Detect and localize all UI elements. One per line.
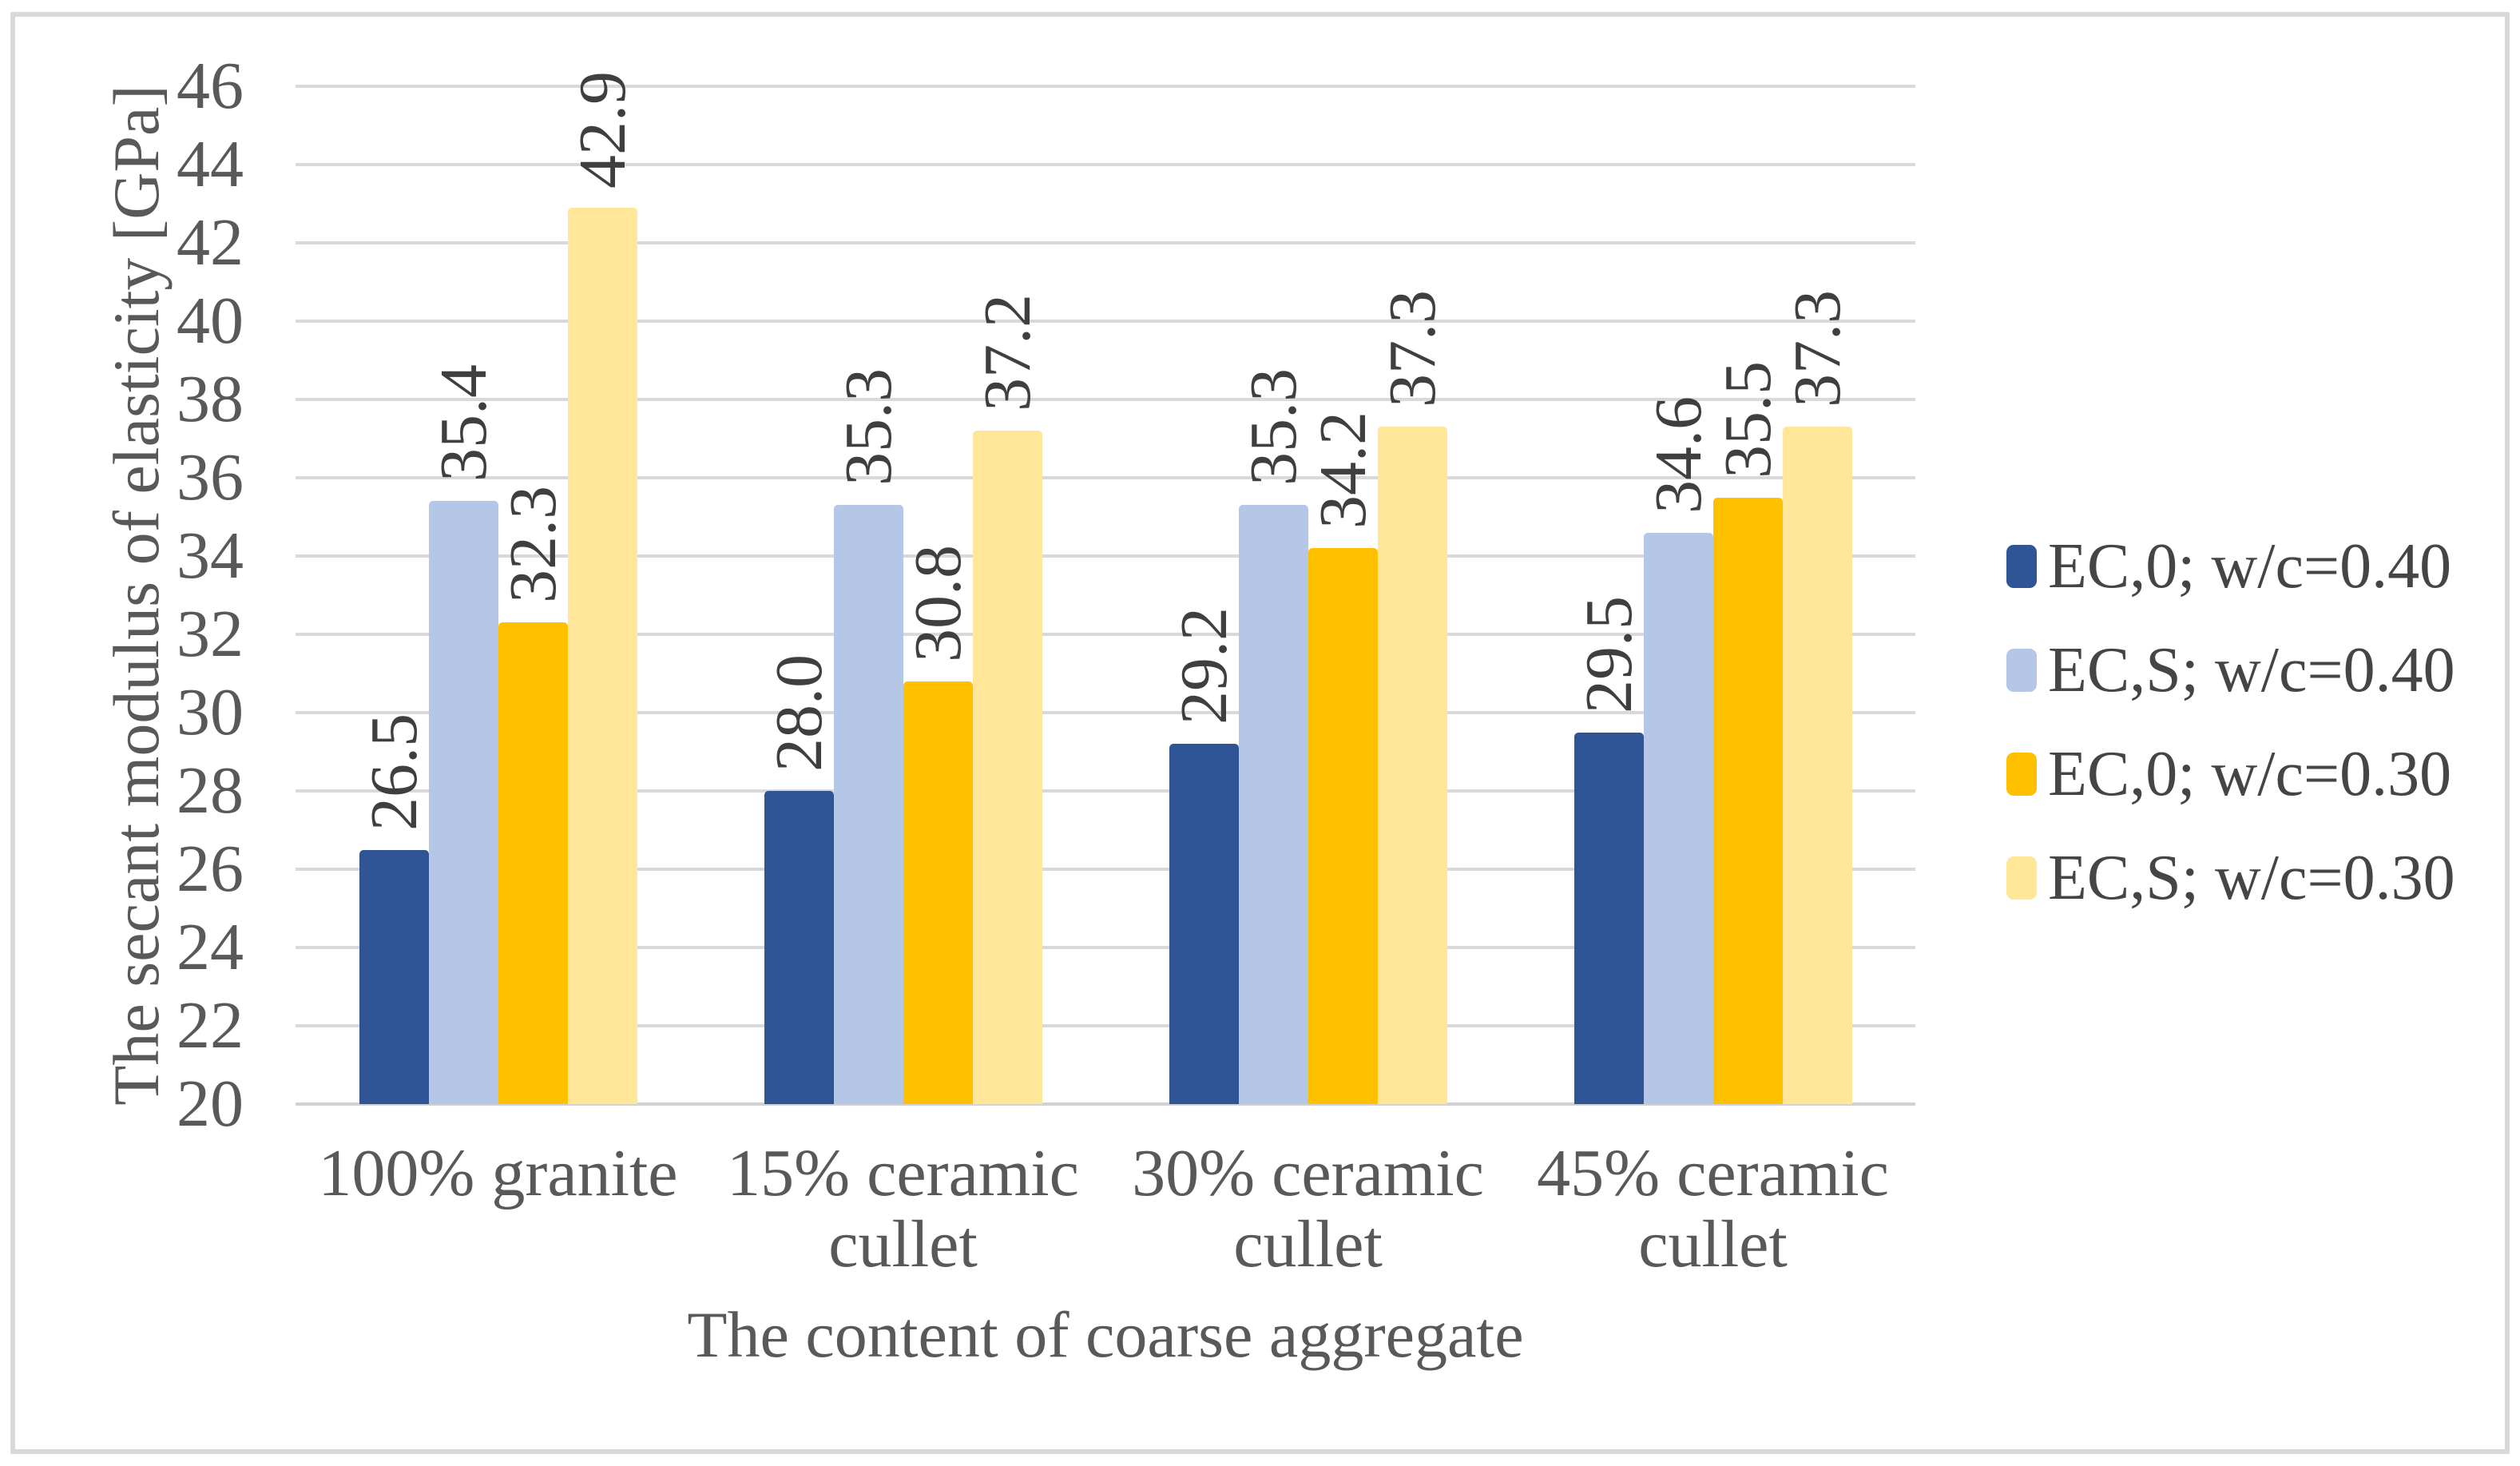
gridline-y-40 (296, 320, 1915, 323)
bar-series4-group1 (568, 207, 637, 1104)
gridline-y-30 (296, 711, 1915, 714)
value-label-series1-group2: 28.0 (761, 654, 836, 772)
gridline-y-26 (296, 868, 1915, 871)
gridline-y-36 (296, 476, 1915, 479)
gridline-y-32 (296, 633, 1915, 636)
bar-series2-group4 (1644, 532, 1713, 1104)
legend-swatch-icon (2006, 856, 2037, 900)
gridline-y-44 (296, 163, 1915, 166)
bar-series3-group4 (1713, 497, 1783, 1104)
x-axis-title: The content of coarse aggregate (687, 1298, 1524, 1371)
value-label-series4-group3: 37.3 (1375, 290, 1450, 408)
bar-series4-group2 (973, 431, 1042, 1104)
gridline-y-28 (296, 789, 1915, 793)
y-tick-label-40: 40 (177, 284, 244, 358)
y-tick-label-46: 46 (177, 49, 244, 123)
legend-label: EC,S; w/c=0.30 (2048, 843, 2455, 913)
bar-series3-group3 (1308, 548, 1378, 1104)
bar-series1-group2 (764, 791, 834, 1104)
value-label-series2-group1: 35.4 (426, 364, 501, 483)
y-tick-label-28: 28 (177, 753, 244, 828)
value-label-series1-group3: 29.2 (1166, 607, 1241, 725)
value-label-series2-group2: 35.3 (831, 368, 906, 487)
x-category-label-4: 45% ceramic cullet (1537, 1136, 1889, 1282)
bar-series3-group2 (903, 681, 973, 1104)
legend-swatch-icon (2006, 649, 2037, 692)
value-label-series2-group4: 34.6 (1641, 395, 1716, 514)
value-label-series4-group4: 37.3 (1780, 290, 1855, 408)
plot-area: 26.5 35.4 32.3 42.9 28.0 35.3 30.8 37.2 29.2 35.3… (296, 71, 1915, 1106)
gridline-y-24 (296, 946, 1915, 949)
bar-series4-group4 (1783, 427, 1852, 1104)
y-tick-label-34: 34 (177, 518, 244, 593)
y-tick-label-36: 36 (177, 440, 244, 514)
legend-swatch-icon (2006, 545, 2037, 588)
value-label-series4-group1: 42.9 (565, 70, 640, 189)
bar-series1-group4 (1574, 732, 1644, 1104)
gridline-y-46 (296, 85, 1915, 88)
gridline-y-20 (296, 1102, 1915, 1106)
y-tick-label-20: 20 (177, 1067, 244, 1141)
legend: EC,0; w/c=0.40 EC,S; w/c=0.40 EC,0; w/c=0.… (2006, 530, 2455, 914)
bar-series2-group3 (1239, 505, 1308, 1104)
legend-swatch-icon (2006, 753, 2037, 796)
y-tick-label-42: 42 (177, 205, 244, 280)
y-tick-label-22: 22 (177, 988, 244, 1063)
gridline-y-22 (296, 1024, 1915, 1027)
bar-series2-group1 (429, 501, 498, 1104)
value-label-series1-group4: 29.5 (1571, 595, 1646, 713)
legend-label: EC,0; w/c=0.30 (2048, 739, 2452, 809)
value-label-series3-group4: 35.5 (1710, 360, 1785, 479)
bar-series3-group1 (498, 622, 568, 1104)
legend-item-3: EC,0; w/c=0.30 (2006, 738, 2455, 810)
gridline-y-38 (296, 398, 1915, 401)
bar-series1-group3 (1169, 744, 1239, 1104)
value-label-series4-group2: 37.2 (970, 294, 1045, 412)
value-label-series2-group3: 35.3 (1236, 368, 1311, 487)
y-tick-label-24: 24 (177, 910, 244, 984)
value-label-series3-group3: 34.2 (1305, 411, 1380, 530)
value-label-series1-group1: 26.5 (356, 713, 431, 831)
y-tick-label-32: 32 (177, 597, 244, 671)
legend-item-2: EC,S; w/c=0.40 (2006, 634, 2455, 706)
x-category-label-2: 15% ceramic cullet (727, 1136, 1079, 1282)
gridline-y-42 (296, 241, 1915, 244)
bar-series4-group3 (1378, 427, 1447, 1104)
y-tick-label-30: 30 (177, 675, 244, 749)
gridline-y-34 (296, 554, 1915, 558)
value-label-series3-group1: 32.3 (495, 486, 570, 604)
value-label-series3-group2: 30.8 (900, 544, 975, 662)
x-category-label-3: 30% ceramic cullet (1132, 1136, 1484, 1282)
legend-label: EC,S; w/c=0.40 (2048, 635, 2455, 705)
y-tick-label-44: 44 (177, 127, 244, 201)
y-tick-label-26: 26 (177, 832, 244, 906)
legend-item-1: EC,0; w/c=0.40 (2006, 530, 2455, 602)
x-category-label-1: 100% granite (318, 1136, 678, 1210)
legend-label: EC,0; w/c=0.40 (2048, 531, 2452, 602)
bar-series1-group1 (359, 849, 429, 1104)
legend-item-4: EC,S; w/c=0.30 (2006, 842, 2455, 914)
bar-series2-group2 (834, 505, 903, 1104)
y-tick-label-38: 38 (177, 362, 244, 436)
